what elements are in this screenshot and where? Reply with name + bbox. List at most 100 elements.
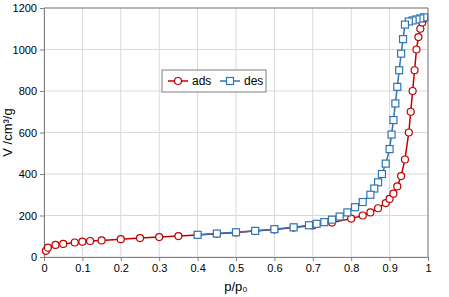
data-point bbox=[375, 205, 382, 212]
data-point bbox=[359, 199, 366, 206]
data-point bbox=[392, 100, 399, 107]
tick-mark bbox=[274, 257, 275, 261]
grid-line-x bbox=[428, 8, 429, 257]
data-point bbox=[413, 46, 420, 53]
data-point bbox=[117, 236, 124, 243]
tick-mark bbox=[40, 216, 44, 217]
data-point bbox=[156, 234, 163, 241]
data-point bbox=[71, 239, 78, 246]
tick-label: 600 bbox=[19, 127, 37, 139]
frame-right bbox=[428, 8, 429, 257]
data-point bbox=[394, 183, 401, 190]
data-point bbox=[137, 235, 144, 242]
tick: 800 bbox=[19, 85, 44, 97]
data-point bbox=[336, 213, 343, 220]
data-point bbox=[313, 220, 320, 227]
tick-label: 200 bbox=[19, 210, 37, 222]
data-point bbox=[390, 117, 397, 124]
data-point bbox=[252, 227, 259, 234]
data-point bbox=[401, 21, 408, 28]
data-point bbox=[390, 190, 397, 197]
tick-mark bbox=[82, 257, 83, 261]
tick-label: 0.3 bbox=[152, 262, 167, 274]
tick: 0 bbox=[41, 257, 47, 274]
data-point bbox=[213, 230, 220, 237]
data-point bbox=[175, 233, 182, 240]
legend-label: ads bbox=[192, 74, 211, 88]
tick: 0.4 bbox=[190, 257, 205, 274]
data-point bbox=[382, 160, 389, 167]
series-line bbox=[198, 17, 425, 234]
data-point bbox=[394, 83, 401, 90]
legend-label: des bbox=[244, 74, 263, 88]
tick-label: 0.6 bbox=[267, 262, 282, 274]
data-point bbox=[367, 191, 374, 198]
x-axis: 0 0.1 0.2 0.3 0.4 0.5 0.6 0.7 0.8 0.9 1 bbox=[41, 257, 431, 274]
data-point bbox=[359, 212, 366, 219]
tick-mark bbox=[351, 257, 352, 261]
chart: 0 0.1 0.2 0.3 0.4 0.5 0.6 0.7 0.8 0.9 1 0 200 400 600 8… bbox=[0, 0, 449, 297]
tick-label: 0.9 bbox=[382, 262, 397, 274]
series-group bbox=[42, 14, 427, 254]
data-point bbox=[87, 238, 94, 245]
data-point bbox=[60, 240, 67, 247]
x-axis-title: p/p₀ bbox=[224, 279, 247, 294]
data-point bbox=[79, 238, 86, 245]
tick-mark bbox=[313, 257, 314, 261]
series-line bbox=[46, 18, 424, 250]
data-point bbox=[290, 224, 297, 231]
plot-area: 0 0.1 0.2 0.3 0.4 0.5 0.6 0.7 0.8 0.9 1 0 200 400 600 8… bbox=[13, 2, 432, 274]
grid-line-y bbox=[44, 8, 428, 9]
tick: 0 bbox=[31, 251, 44, 263]
data-point bbox=[344, 209, 351, 216]
data-point bbox=[194, 232, 201, 239]
tick-label: 0.8 bbox=[344, 262, 359, 274]
tick-label: 0 bbox=[41, 262, 47, 274]
data-point bbox=[398, 173, 405, 180]
grid-line-y bbox=[44, 174, 428, 175]
legend: ads des bbox=[162, 70, 266, 92]
tick-mark bbox=[390, 257, 391, 261]
tick: 0.6 bbox=[267, 257, 282, 274]
tick-label: 0.1 bbox=[75, 262, 90, 274]
data-point bbox=[409, 88, 416, 95]
y-axis: 020040060080010001200 bbox=[13, 2, 45, 263]
tick: 0.1 bbox=[75, 257, 90, 274]
tick-mark bbox=[121, 257, 122, 261]
legend-marker bbox=[175, 78, 182, 85]
data-point bbox=[396, 67, 403, 74]
tick: 0.8 bbox=[344, 257, 359, 274]
tick-label: 0 bbox=[31, 251, 37, 263]
tick-mark bbox=[159, 257, 160, 261]
data-point bbox=[233, 229, 240, 236]
tick-label: 1000 bbox=[13, 44, 37, 56]
tick: 0.3 bbox=[152, 257, 167, 274]
tick-mark bbox=[40, 50, 44, 51]
tick-label: 800 bbox=[19, 85, 37, 97]
data-point bbox=[415, 34, 422, 41]
tick: 0.7 bbox=[306, 257, 321, 274]
grid-line-y bbox=[44, 49, 428, 50]
data-point bbox=[400, 36, 407, 43]
tick-mark bbox=[40, 8, 44, 9]
tick-label: 0.5 bbox=[229, 262, 244, 274]
axis-line bbox=[40, 9, 45, 258]
data-point bbox=[388, 131, 395, 138]
tick-mark bbox=[236, 257, 237, 261]
tick-label: 0.2 bbox=[114, 262, 129, 274]
tick: 0.5 bbox=[229, 257, 244, 274]
tick-label: 400 bbox=[19, 168, 37, 180]
grid-line-y bbox=[44, 132, 428, 133]
data-point bbox=[386, 146, 393, 153]
axis-line bbox=[45, 258, 429, 262]
tick-mark bbox=[428, 257, 429, 261]
data-point bbox=[352, 204, 359, 211]
data-point bbox=[290, 224, 297, 231]
tick: 200 bbox=[19, 210, 44, 222]
data-point bbox=[405, 129, 412, 136]
tick-mark bbox=[40, 133, 44, 134]
tick-mark bbox=[40, 257, 44, 258]
tick-label: 1 bbox=[425, 262, 431, 274]
tick: 0.2 bbox=[114, 257, 129, 274]
legend-marker bbox=[227, 78, 234, 85]
